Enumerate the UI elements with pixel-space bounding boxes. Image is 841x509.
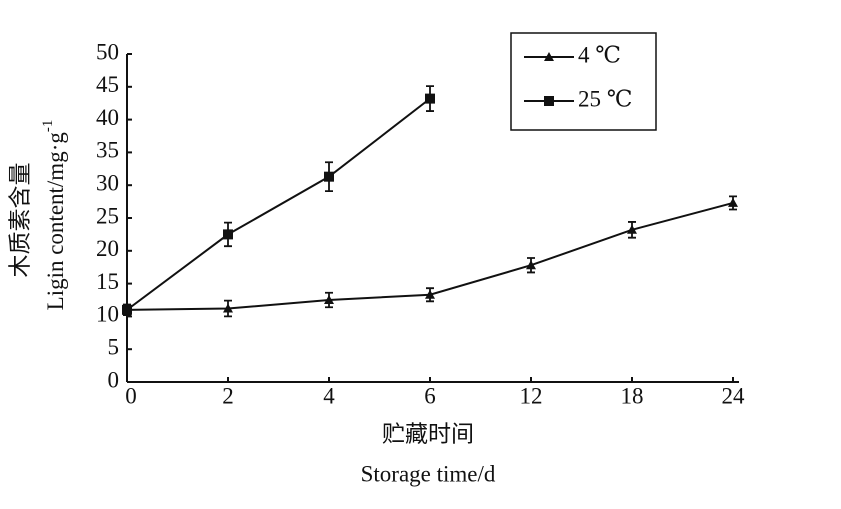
data-point: [627, 224, 637, 234]
x-tick-label: 2: [222, 383, 234, 408]
y-tick-label: 35: [96, 138, 119, 163]
data-point: [223, 303, 233, 313]
x-axis-label: Storage time/d: [361, 461, 496, 486]
data-point: [324, 295, 334, 304]
data-point: [223, 229, 233, 240]
legend-label: 4 ℃: [578, 42, 621, 67]
legend-label: 25 ℃: [578, 86, 632, 111]
data-point: [425, 289, 435, 299]
legend-marker: [544, 52, 554, 61]
x-tick-label: 6: [424, 383, 436, 408]
data-point: [122, 304, 132, 315]
y-tick-label: 40: [96, 105, 119, 130]
y-tick-label: 25: [96, 203, 119, 228]
y-tick-label: 50: [96, 39, 119, 64]
y-tick-label: 45: [96, 72, 119, 97]
y-axis-label-text: Ligin content/mg·g: [43, 132, 68, 311]
x-tick-label: 12: [520, 383, 543, 408]
y-tick-label: 20: [96, 236, 119, 261]
legend-marker: [544, 96, 554, 106]
data-point: [324, 171, 334, 182]
legend-box: [510, 32, 657, 131]
x-tick-label: 0: [125, 383, 137, 408]
data-point: [425, 93, 435, 104]
y-tick-label: 30: [96, 170, 119, 195]
series-line: [126, 97, 431, 311]
x-tick-label: 24: [722, 383, 746, 408]
y-axis-label: Ligin content/mg·g-1: [40, 120, 68, 311]
y-axis-label: 木质素含量: [7, 163, 32, 278]
y-axis-label-superscript: -1: [40, 120, 56, 133]
data-point: [526, 260, 536, 270]
y-tick-label: 5: [108, 334, 120, 359]
y-tick-label: 10: [96, 302, 119, 327]
y-tick-label: 0: [108, 367, 120, 392]
y-tick-label: 15: [96, 269, 119, 294]
x-tick-label: 18: [621, 383, 644, 408]
x-axis-label: 贮藏时间: [382, 421, 474, 446]
data-point: [728, 197, 738, 207]
x-tick-label: 4: [323, 383, 335, 408]
